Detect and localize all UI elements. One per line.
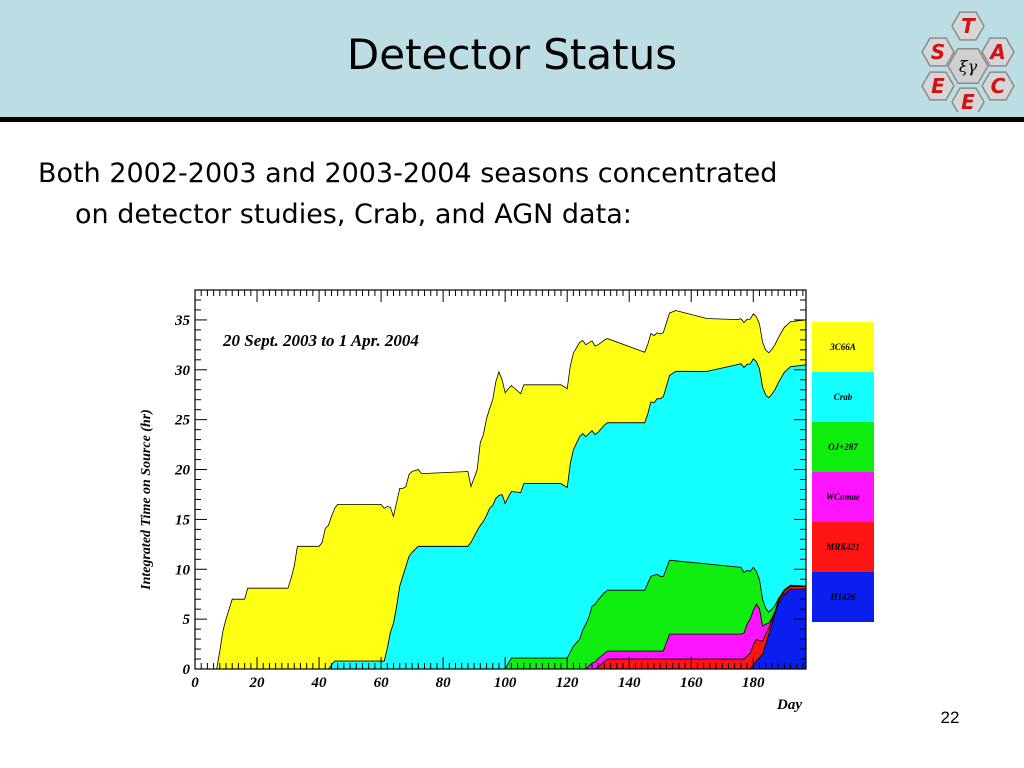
x-tick-label: 0 xyxy=(191,675,199,691)
date-range-annotation: 20 Sept. 2003 to 1 Apr. 2004 xyxy=(222,331,419,350)
logo-symbol: ξγ xyxy=(959,57,978,76)
x-tick-label: 60 xyxy=(374,675,390,691)
y-tick-label: 5 xyxy=(183,612,191,628)
logo-letter: T xyxy=(961,14,976,38)
logo-hex xyxy=(981,71,1015,101)
legend-entry-3c66a: 3C66A xyxy=(812,322,874,372)
integrated-time-chart: 0 20 40 60 80 100 120 140 160 180 0 5 10 15 20 25 30 35 Da… xyxy=(139,289,807,713)
page-number: 22 xyxy=(940,708,960,727)
logo-hex xyxy=(981,37,1015,67)
y-tick-label: 10 xyxy=(175,562,191,578)
y-tick-label: 25 xyxy=(174,413,191,429)
x-tick-label: 120 xyxy=(556,675,579,691)
legend-entry-h1426: H1426 xyxy=(812,572,874,622)
y-axis-label: Integrated Time on Source (hr) xyxy=(139,409,154,591)
title-bar xyxy=(0,0,1024,117)
legend-entry-mrk421: MRK421 xyxy=(812,522,874,572)
x-axis-label: Day xyxy=(776,697,802,713)
logo-center-hex xyxy=(947,47,989,85)
logo-letter: E xyxy=(961,90,975,112)
legend-entry-wcomae: WComae xyxy=(812,472,874,522)
slide-title: Detector Status xyxy=(346,30,678,79)
legend-entry-crab: Crab xyxy=(812,372,874,422)
x-tick-label: 160 xyxy=(680,675,703,691)
logo-hex xyxy=(921,71,955,101)
bullet-text: Both 2002-2003 and 2003-2004 seasons con… xyxy=(38,153,938,235)
y-tick-label: 0 xyxy=(183,662,191,678)
logo-hex xyxy=(921,37,955,67)
y-tick-label: 20 xyxy=(174,463,191,479)
y-tick-label: 15 xyxy=(175,512,191,528)
title-divider xyxy=(0,117,1024,122)
legend-entry-oj287: OJ+287 xyxy=(812,422,874,472)
x-tick-label: 20 xyxy=(249,675,266,691)
x-tick-label: 100 xyxy=(494,675,517,691)
x-tick-label: 180 xyxy=(742,675,765,691)
bullet-line-1: Both 2002-2003 and 2003-2004 seasons con… xyxy=(38,158,778,189)
logo-hex xyxy=(951,11,985,41)
bullet-line-2: on detector studies, Crab, and AGN data: xyxy=(75,199,632,230)
logo-letter: E xyxy=(931,74,945,98)
x-tick-label: 40 xyxy=(311,675,328,691)
x-tick-label: 80 xyxy=(436,675,452,691)
x-tick-label: 140 xyxy=(618,675,641,691)
logo-hex xyxy=(951,87,985,112)
logo-letter: C xyxy=(991,74,1006,98)
y-tick-label: 30 xyxy=(174,363,191,379)
logo-letter: S xyxy=(931,40,945,64)
logo-letter: A xyxy=(988,40,1005,64)
y-tick-label: 35 xyxy=(174,313,191,329)
